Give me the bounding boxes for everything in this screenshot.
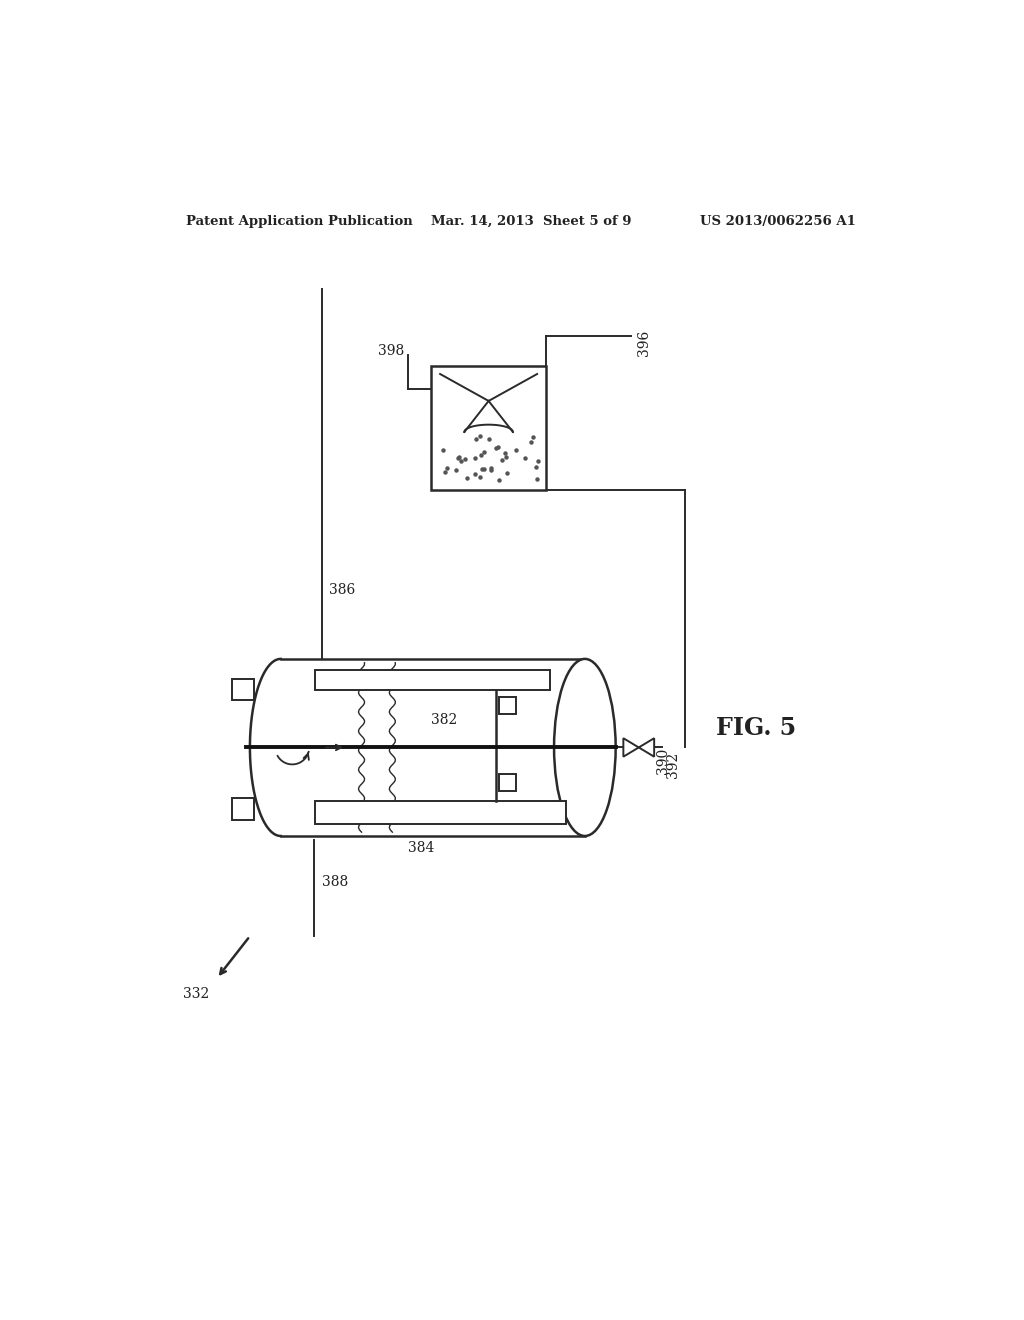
Bar	[315, 801, 565, 825]
Bar	[500, 697, 516, 714]
Text: Patent Application Publication: Patent Application Publication	[186, 215, 413, 228]
Text: 394: 394	[438, 447, 465, 462]
Text: 380: 380	[587, 754, 601, 780]
Polygon shape	[639, 738, 654, 756]
Bar	[232, 678, 254, 701]
Bar	[431, 366, 547, 490]
Bar	[315, 671, 550, 689]
Text: 382: 382	[431, 714, 457, 727]
Polygon shape	[624, 738, 639, 756]
Text: 396: 396	[637, 330, 651, 356]
Text: US 2013/0062256 A1: US 2013/0062256 A1	[700, 215, 856, 228]
Text: Mar. 14, 2013  Sheet 5 of 9: Mar. 14, 2013 Sheet 5 of 9	[431, 215, 632, 228]
Text: 398: 398	[378, 345, 403, 358]
Text: 386: 386	[330, 582, 355, 597]
Text: 384: 384	[408, 841, 434, 854]
Ellipse shape	[554, 659, 615, 836]
Bar	[500, 774, 516, 791]
Text: 388: 388	[322, 875, 348, 890]
Text: 390: 390	[656, 748, 671, 775]
Text: 392: 392	[667, 751, 681, 777]
Text: FIG. 5: FIG. 5	[716, 717, 796, 741]
Text: 332: 332	[183, 987, 209, 1001]
Bar	[232, 799, 254, 820]
